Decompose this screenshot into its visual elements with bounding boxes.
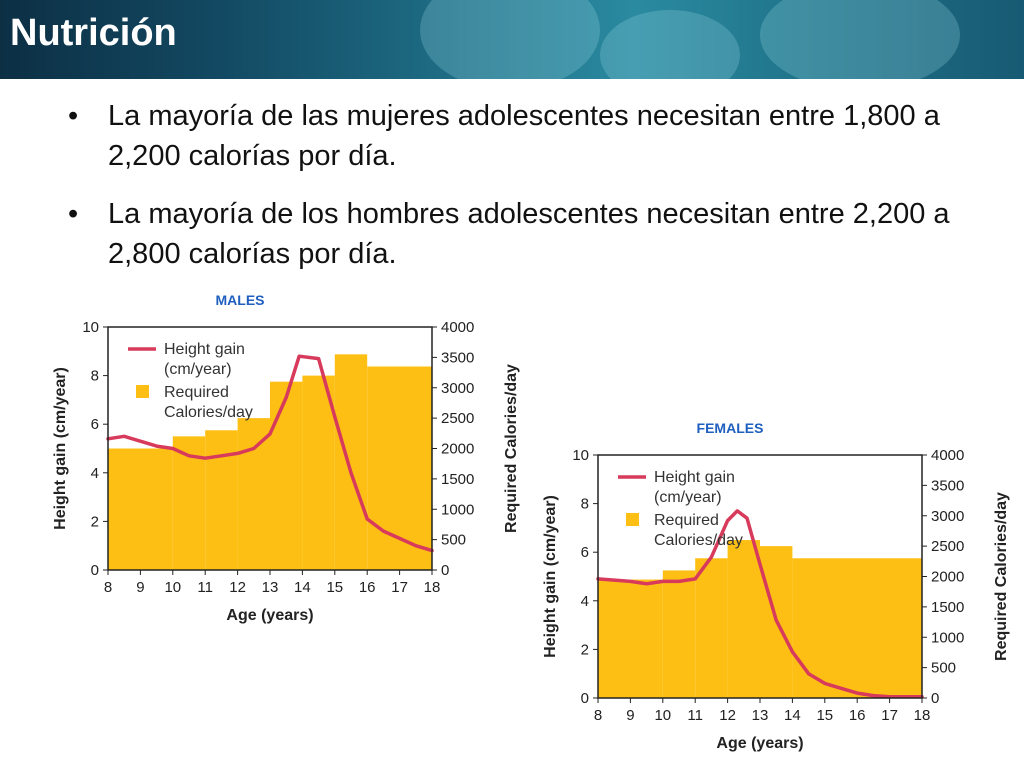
x-tick-label: 15 xyxy=(326,579,343,596)
y-left-tick-label: 0 xyxy=(581,690,589,707)
x-tick-label: 11 xyxy=(197,579,213,596)
x-tick-label: 18 xyxy=(914,707,931,724)
y-right-tick-label: 500 xyxy=(441,532,466,549)
y-left-tick-label: 6 xyxy=(581,544,589,561)
calorie-bar xyxy=(695,558,728,698)
y-right-tick-label: 500 xyxy=(931,660,956,677)
x-tick-label: 15 xyxy=(816,707,833,724)
bullet-text: La mayoría de las mujeres adolescentes n… xyxy=(108,100,940,172)
y-left-tick-label: 10 xyxy=(82,319,99,336)
y-right-tick-label: 3000 xyxy=(931,508,964,525)
legend-label-calories: Required xyxy=(654,512,719,529)
y-right-tick-label: 1000 xyxy=(931,629,964,646)
calorie-bar xyxy=(108,448,173,570)
x-axis-label: Age (years) xyxy=(226,607,313,624)
y-left-tick-label: 4 xyxy=(91,465,99,482)
x-tick-label: 12 xyxy=(229,579,246,596)
y-left-tick-label: 8 xyxy=(91,368,99,385)
y-right-axis-label: Required Calories/day xyxy=(993,492,1010,661)
chart-label: FEMALES xyxy=(697,420,764,436)
y-right-tick-label: 0 xyxy=(931,690,939,707)
x-tick-label: 14 xyxy=(294,579,311,596)
y-right-tick-label: 1500 xyxy=(441,471,474,488)
bullet-text: La mayoría de los hombres adolescentes n… xyxy=(108,198,950,270)
y-right-tick-label: 1500 xyxy=(931,599,964,616)
bullet-item-males: • La mayoría de los hombres adolescentes… xyxy=(68,194,998,274)
x-tick-label: 13 xyxy=(752,707,769,724)
bullet-dot-icon: • xyxy=(68,100,79,132)
y-right-axis-label: Required Calories/day xyxy=(503,364,520,533)
legend-label-height: (cm/year) xyxy=(654,489,722,506)
y-right-tick-label: 3000 xyxy=(441,380,474,397)
calorie-bar xyxy=(792,558,922,698)
y-left-tick-label: 4 xyxy=(581,593,589,610)
legend-label-calories: Calories/day xyxy=(164,404,253,421)
legend-label-calories: Required xyxy=(164,384,229,401)
bullet-list: • La mayoría de las mujeres adolescentes… xyxy=(68,96,998,292)
x-tick-label: 16 xyxy=(359,579,376,596)
calorie-bar xyxy=(598,579,663,698)
x-tick-label: 10 xyxy=(654,707,671,724)
x-tick-label: 13 xyxy=(262,579,279,596)
calorie-bar xyxy=(270,381,303,570)
y-right-tick-label: 1000 xyxy=(441,501,474,518)
legend-bar-swatch xyxy=(136,385,149,398)
y-left-tick-label: 0 xyxy=(91,562,99,579)
x-tick-label: 17 xyxy=(391,579,408,596)
y-right-tick-label: 2500 xyxy=(931,538,964,555)
slide-title: Nutrición xyxy=(10,12,177,54)
x-tick-label: 8 xyxy=(594,707,602,724)
calorie-bar xyxy=(237,418,270,570)
x-tick-label: 12 xyxy=(719,707,736,724)
calorie-bar xyxy=(205,430,238,570)
legend-label-height: Height gain xyxy=(654,469,735,486)
x-tick-label: 9 xyxy=(136,579,144,596)
x-tick-label: 10 xyxy=(164,579,181,596)
x-tick-label: 18 xyxy=(424,579,441,596)
y-left-tick-label: 2 xyxy=(581,641,589,658)
bullet-dot-icon: • xyxy=(68,198,79,230)
y-left-axis-label: Height gain (cm/year) xyxy=(542,495,559,658)
height-gain-line xyxy=(106,354,434,553)
calorie-bar xyxy=(367,366,432,570)
x-tick-label: 17 xyxy=(881,707,898,724)
y-left-tick-label: 8 xyxy=(581,496,589,513)
x-tick-label: 16 xyxy=(849,707,866,724)
y-left-tick-label: 2 xyxy=(91,513,99,530)
legend-bar-swatch xyxy=(626,513,639,526)
y-right-tick-label: 3500 xyxy=(931,477,964,494)
legend-label-height: (cm/year) xyxy=(164,361,232,378)
chart-label: MALES xyxy=(216,292,265,308)
x-tick-label: 9 xyxy=(626,707,634,724)
x-axis-label: Age (years) xyxy=(716,735,803,752)
legend-label-height: Height gain xyxy=(164,341,245,358)
y-left-axis-label: Height gain (cm/year) xyxy=(52,367,69,530)
y-right-tick-label: 4000 xyxy=(931,447,964,464)
y-right-tick-label: 2000 xyxy=(931,569,964,586)
legend-label-calories: Calories/day xyxy=(654,532,743,549)
y-left-tick-label: 6 xyxy=(91,416,99,433)
calorie-bar xyxy=(727,540,760,698)
calorie-bar xyxy=(334,354,368,570)
height-gain-line xyxy=(596,509,924,699)
x-tick-label: 11 xyxy=(687,707,703,724)
y-right-tick-label: 0 xyxy=(441,562,449,579)
calorie-bar xyxy=(662,570,696,698)
y-right-tick-label: 2500 xyxy=(441,410,474,427)
bullet-item-females: • La mayoría de las mujeres adolescentes… xyxy=(68,96,998,176)
x-tick-label: 14 xyxy=(784,707,801,724)
x-tick-label: 8 xyxy=(104,579,112,596)
y-right-tick-label: 4000 xyxy=(441,319,474,336)
calorie-bar xyxy=(302,375,335,570)
y-left-tick-label: 10 xyxy=(572,447,589,464)
y-right-tick-label: 3500 xyxy=(441,349,474,366)
y-right-tick-label: 2000 xyxy=(441,441,474,458)
title-banner: Nutrición xyxy=(0,0,1024,79)
